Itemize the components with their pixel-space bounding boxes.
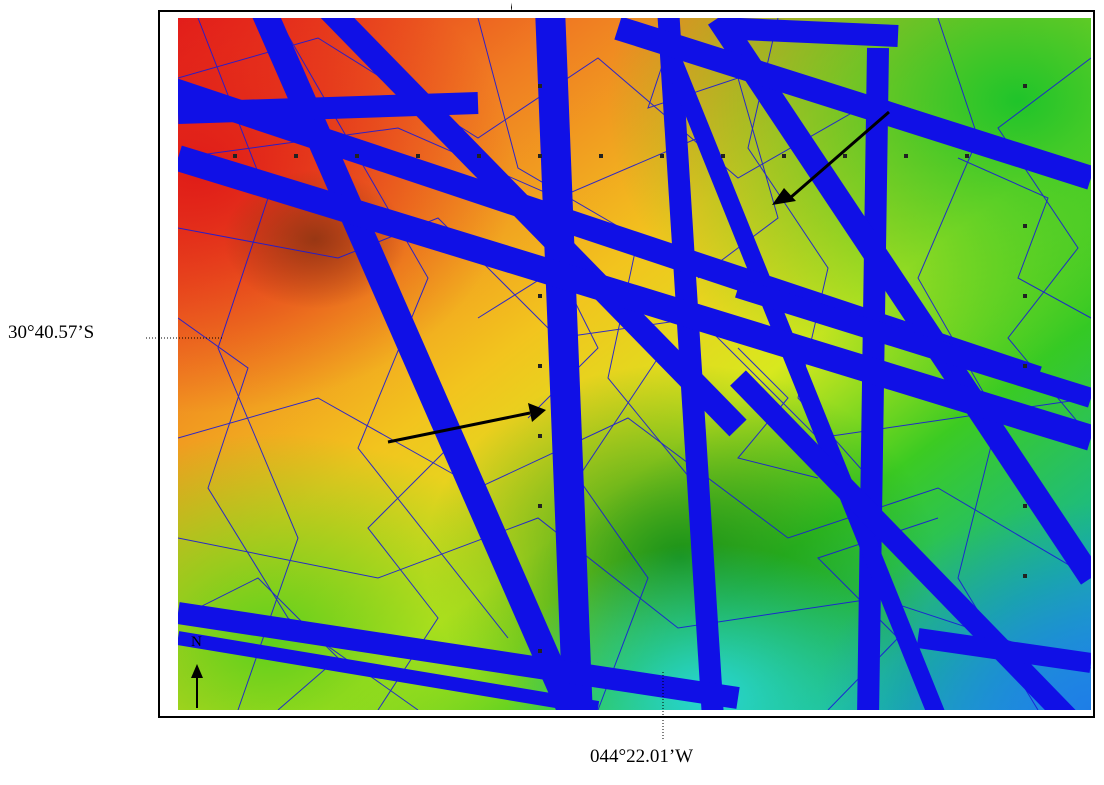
swath-cross-4 (614, 18, 1091, 190)
bathymetry-map: N (178, 18, 1091, 710)
swath-diagonal-3 (708, 18, 1091, 585)
top-tick-mark (511, 2, 512, 10)
swath-diagonal-4 (659, 44, 945, 710)
north-arrow-icon (191, 664, 203, 708)
grid-points (233, 84, 1027, 653)
swath-bottom-1 (178, 602, 740, 709)
north-label: N (191, 634, 202, 650)
swath-bottom-3 (916, 628, 1091, 673)
swath-vertical-1 (535, 18, 593, 710)
latitude-leader-line (146, 337, 224, 339)
annotation-arrow-icon (387, 403, 546, 444)
latitude-label: 30°40.57’S (8, 322, 95, 343)
annotation-arrow-icon (772, 110, 890, 205)
survey-swaths (178, 18, 1091, 710)
swath-diagonal-1 (252, 18, 585, 710)
swath-bottom-2 (178, 631, 600, 710)
longitude-label: 044°22.01’W (590, 746, 694, 767)
swath-cross-6 (735, 278, 1091, 408)
swath-cross-1 (178, 145, 1091, 451)
swath-cross-3 (178, 92, 479, 124)
swath-cross-5 (717, 18, 899, 47)
longitude-leader-line (662, 672, 664, 740)
swath-vertical-2 (657, 18, 724, 710)
